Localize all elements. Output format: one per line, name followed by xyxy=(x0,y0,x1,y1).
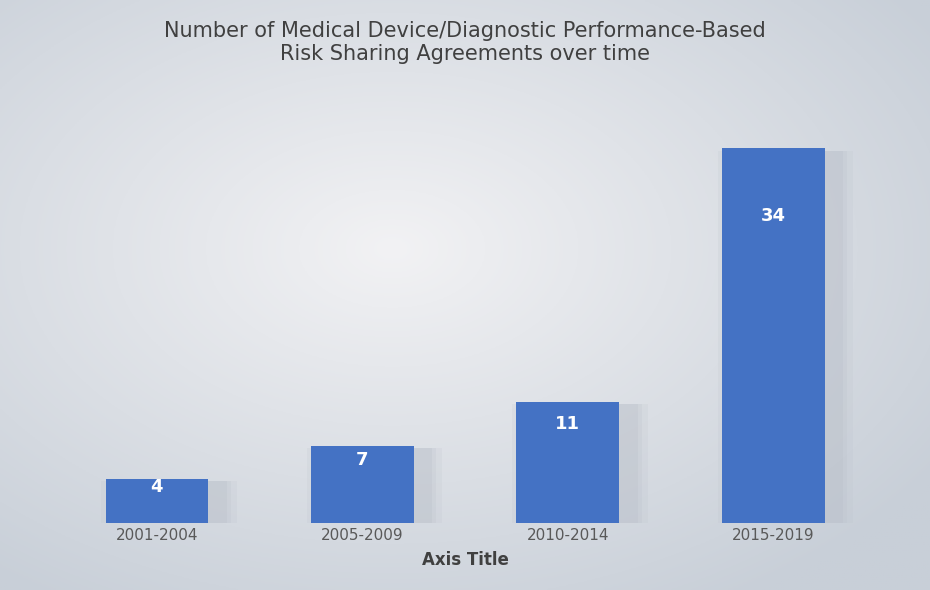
FancyBboxPatch shape xyxy=(523,404,638,527)
FancyBboxPatch shape xyxy=(313,448,436,527)
Text: 11: 11 xyxy=(555,415,580,432)
FancyBboxPatch shape xyxy=(307,448,443,527)
Bar xyxy=(105,479,208,523)
FancyBboxPatch shape xyxy=(518,404,642,527)
FancyBboxPatch shape xyxy=(101,481,237,527)
FancyBboxPatch shape xyxy=(718,150,853,527)
FancyBboxPatch shape xyxy=(728,150,843,527)
Bar xyxy=(722,149,825,523)
Text: 4: 4 xyxy=(151,478,163,496)
Text: 7: 7 xyxy=(356,451,368,468)
FancyBboxPatch shape xyxy=(317,448,432,527)
FancyBboxPatch shape xyxy=(724,150,847,527)
X-axis label: Axis Title: Axis Title xyxy=(421,551,509,569)
FancyBboxPatch shape xyxy=(512,404,648,527)
FancyBboxPatch shape xyxy=(112,481,227,527)
Title: Number of Medical Device/Diagnostic Performance-Based
Risk Sharing Agreements ov: Number of Medical Device/Diagnostic Perf… xyxy=(164,21,766,64)
Bar xyxy=(516,402,619,523)
Bar xyxy=(311,446,414,523)
FancyBboxPatch shape xyxy=(108,481,231,527)
Text: 34: 34 xyxy=(761,207,786,225)
